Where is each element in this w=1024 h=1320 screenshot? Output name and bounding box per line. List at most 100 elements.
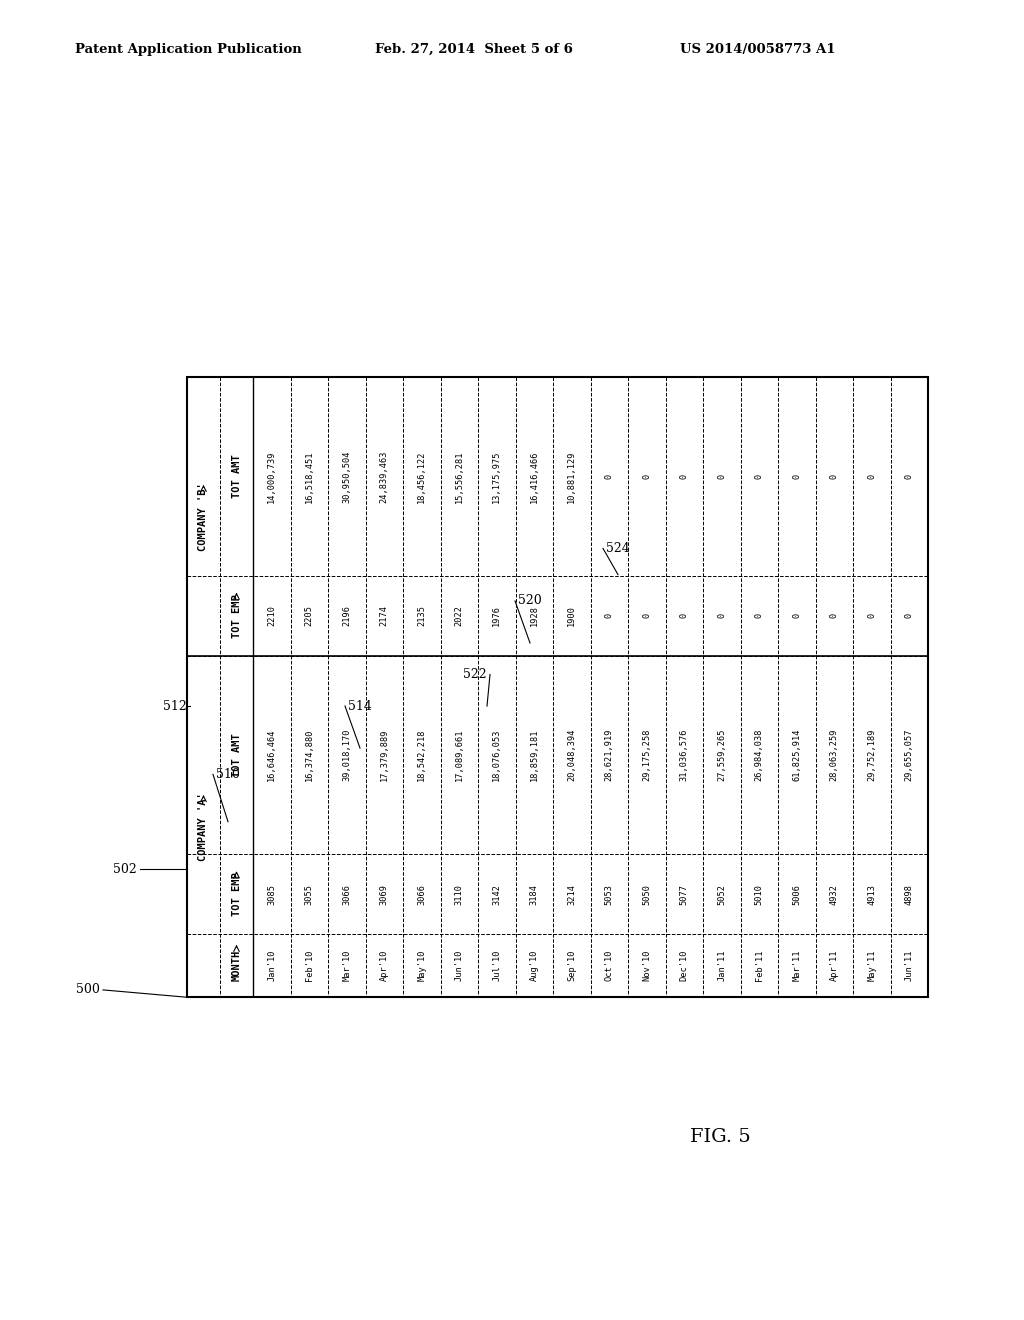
Text: TOT AMT: TOT AMT	[231, 454, 242, 498]
Text: 2135: 2135	[417, 605, 426, 626]
Text: 510: 510	[216, 768, 240, 781]
Text: Jan'10: Jan'10	[267, 950, 276, 982]
Text: 0: 0	[793, 612, 801, 618]
Text: 18,076,053: 18,076,053	[493, 729, 502, 781]
Text: Nov'10: Nov'10	[642, 950, 651, 982]
Text: Dec'10: Dec'10	[680, 950, 689, 982]
Text: Feb'10: Feb'10	[305, 950, 313, 982]
Text: Patent Application Publication: Patent Application Publication	[75, 44, 302, 55]
Text: 5010: 5010	[755, 883, 764, 904]
Text: 13,175,975: 13,175,975	[493, 450, 502, 503]
Text: 0: 0	[755, 474, 764, 479]
Text: 1976: 1976	[493, 605, 502, 626]
Text: 520: 520	[518, 594, 542, 607]
Text: 0: 0	[717, 474, 726, 479]
Text: May'11: May'11	[867, 950, 877, 982]
Text: COMPANY 'B': COMPANY 'B'	[199, 482, 209, 550]
Text: 3184: 3184	[529, 883, 539, 904]
Text: 31,036,576: 31,036,576	[680, 729, 689, 781]
Text: 0: 0	[905, 474, 913, 479]
Text: 3142: 3142	[493, 883, 502, 904]
Text: 24,839,463: 24,839,463	[380, 450, 389, 503]
Text: 500: 500	[76, 983, 100, 997]
Text: Apr'10: Apr'10	[380, 950, 389, 982]
Text: 5006: 5006	[793, 883, 801, 904]
Text: 27,559,265: 27,559,265	[717, 729, 726, 781]
Text: 26,984,038: 26,984,038	[755, 729, 764, 781]
Text: 0: 0	[905, 612, 913, 618]
Text: TOT EMP: TOT EMP	[231, 873, 242, 916]
Text: TOT AMT: TOT AMT	[231, 733, 242, 776]
Text: 29,175,258: 29,175,258	[642, 729, 651, 781]
Text: 3110: 3110	[455, 883, 464, 904]
Text: Jun'10: Jun'10	[455, 950, 464, 982]
Text: 10,881,129: 10,881,129	[567, 450, 577, 503]
Text: 0: 0	[605, 612, 613, 618]
Text: 1900: 1900	[567, 605, 577, 626]
Text: Jan'11: Jan'11	[717, 950, 726, 982]
Text: 5053: 5053	[605, 883, 613, 904]
Text: MONTH: MONTH	[231, 950, 242, 981]
Text: 0: 0	[680, 612, 689, 618]
Text: Apr'11: Apr'11	[829, 950, 839, 982]
Text: Feb. 27, 2014  Sheet 5 of 6: Feb. 27, 2014 Sheet 5 of 6	[375, 44, 572, 55]
Text: 4932: 4932	[829, 883, 839, 904]
Text: 3066: 3066	[342, 883, 351, 904]
Text: US 2014/0058773 A1: US 2014/0058773 A1	[680, 44, 836, 55]
Text: 3214: 3214	[567, 883, 577, 904]
Text: 28,621,919: 28,621,919	[605, 729, 613, 781]
Text: 18,859,181: 18,859,181	[529, 729, 539, 781]
Text: Feb'11: Feb'11	[755, 950, 764, 982]
Text: 0: 0	[829, 612, 839, 618]
Text: Jul'10: Jul'10	[493, 950, 502, 982]
Text: Sep'10: Sep'10	[567, 950, 577, 982]
Text: 502: 502	[113, 862, 137, 875]
Text: 4913: 4913	[867, 883, 877, 904]
Text: 522: 522	[463, 668, 486, 681]
Text: 16,646,464: 16,646,464	[267, 729, 276, 781]
Text: 4898: 4898	[905, 883, 913, 904]
Text: 18,456,122: 18,456,122	[417, 450, 426, 503]
Text: 524: 524	[606, 543, 630, 554]
Text: 3069: 3069	[380, 883, 389, 904]
Text: 15,556,281: 15,556,281	[455, 450, 464, 503]
Text: 0: 0	[605, 474, 613, 479]
Text: 2174: 2174	[380, 605, 389, 626]
Text: 3085: 3085	[267, 883, 276, 904]
Text: Mar'11: Mar'11	[793, 950, 801, 982]
Text: 0: 0	[793, 474, 801, 479]
Text: 5052: 5052	[717, 883, 726, 904]
Text: 3066: 3066	[417, 883, 426, 904]
Text: 512: 512	[163, 700, 186, 713]
Text: 28,063,259: 28,063,259	[829, 729, 839, 781]
Text: 30,950,504: 30,950,504	[342, 450, 351, 503]
Text: 0: 0	[867, 612, 877, 618]
Text: 0: 0	[829, 474, 839, 479]
Text: 0: 0	[680, 474, 689, 479]
Text: 17,379,889: 17,379,889	[380, 729, 389, 781]
Text: 18,542,218: 18,542,218	[417, 729, 426, 781]
Text: 5050: 5050	[642, 883, 651, 904]
Text: 2196: 2196	[342, 605, 351, 626]
Text: Mar'10: Mar'10	[342, 950, 351, 982]
Text: May'10: May'10	[417, 950, 426, 982]
Text: 3055: 3055	[305, 883, 313, 904]
Text: 1928: 1928	[529, 605, 539, 626]
Text: 16,416,466: 16,416,466	[529, 450, 539, 503]
Text: 2205: 2205	[305, 605, 313, 626]
Text: 29,752,189: 29,752,189	[867, 729, 877, 781]
Text: 0: 0	[755, 612, 764, 618]
Text: 20,048,394: 20,048,394	[567, 729, 577, 781]
Text: 61,825,914: 61,825,914	[793, 729, 801, 781]
Text: 2210: 2210	[267, 605, 276, 626]
Text: Jun'11: Jun'11	[905, 950, 913, 982]
Text: 2022: 2022	[455, 605, 464, 626]
Text: 14,000,739: 14,000,739	[267, 450, 276, 503]
Text: Aug'10: Aug'10	[529, 950, 539, 982]
Text: 514: 514	[348, 700, 372, 713]
Text: 16,374,880: 16,374,880	[305, 729, 313, 781]
Text: 0: 0	[642, 612, 651, 618]
Text: FIG. 5: FIG. 5	[689, 1129, 751, 1146]
Bar	[187, 378, 928, 997]
Text: COMPANY 'A': COMPANY 'A'	[199, 792, 209, 861]
